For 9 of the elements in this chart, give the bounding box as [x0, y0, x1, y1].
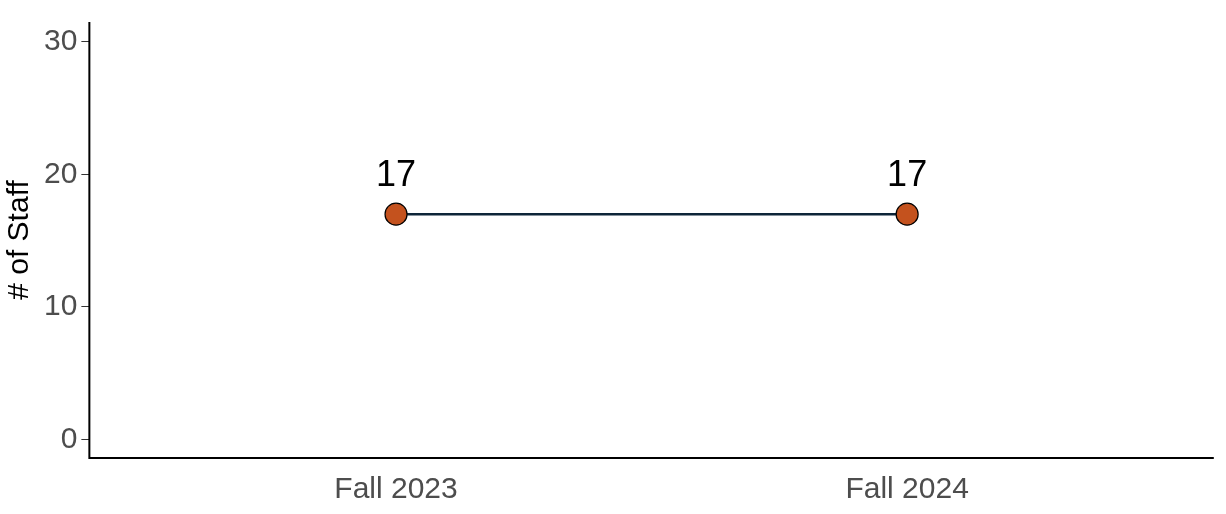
data-label: 17 — [376, 153, 417, 195]
y-tick-label: 0 — [60, 420, 78, 454]
y-tick-label: 10 — [43, 288, 78, 322]
y-tick-label: 30 — [43, 23, 78, 57]
y-tick-label: 20 — [43, 155, 78, 189]
y-axis-title: # of Staff — [1, 179, 35, 300]
x-tick-label: Fall 2023 — [334, 471, 458, 505]
x-tick-label: Fall 2024 — [845, 471, 969, 505]
data-label: 17 — [887, 153, 928, 195]
